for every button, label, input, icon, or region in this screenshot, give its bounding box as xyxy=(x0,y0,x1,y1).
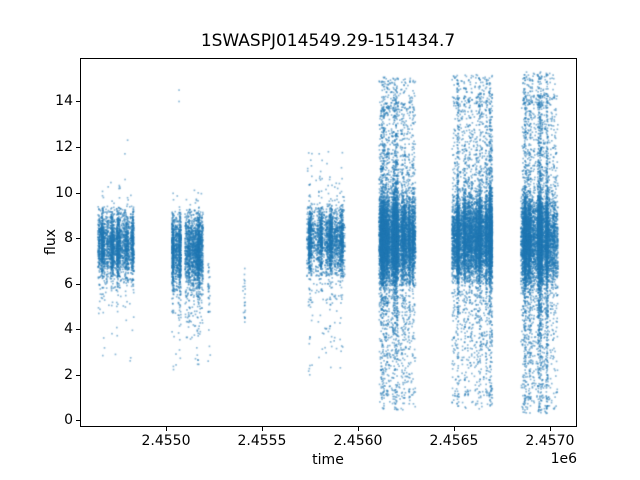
x-tick-label: 2.4560 xyxy=(333,433,383,449)
y-tick-label: 0 xyxy=(64,412,73,429)
y-tick-label: 8 xyxy=(64,230,73,247)
x-tick-label: 2.4570 xyxy=(525,433,575,449)
y-tick-label: 4 xyxy=(64,321,73,338)
y-tick-mark xyxy=(76,147,80,148)
x-tick-mark xyxy=(549,427,551,431)
x-tick-label: 2.4550 xyxy=(141,433,191,449)
y-tick-label: 12 xyxy=(55,139,73,155)
y-tick-label: 6 xyxy=(64,275,73,292)
y-tick-mark xyxy=(76,374,80,376)
x-tick-label: 2.4555 xyxy=(237,433,287,449)
y-axis-label: flux xyxy=(43,229,59,255)
x-tick-label: 2.4565 xyxy=(429,433,479,449)
y-tick-mark xyxy=(76,329,80,331)
y-tick-mark xyxy=(76,420,80,422)
scatter-plot-area xyxy=(80,58,577,427)
y-tick-label: 2 xyxy=(64,366,73,383)
y-tick-label: 10 xyxy=(55,184,73,201)
x-tick-mark xyxy=(261,427,263,431)
y-tick-mark xyxy=(76,192,80,194)
y-tick-mark xyxy=(76,283,80,285)
x-axis-offset-label: 1e6 xyxy=(550,451,577,467)
x-axis-label: time xyxy=(312,452,344,468)
x-tick-mark xyxy=(357,427,359,431)
y-tick-label: 14 xyxy=(55,93,73,110)
y-tick-mark xyxy=(76,238,80,240)
x-tick-mark xyxy=(166,427,167,431)
y-tick-mark xyxy=(76,101,80,103)
x-tick-mark xyxy=(453,427,455,431)
chart-title: 1SWASPJ014549.29-151434.7 xyxy=(200,31,456,51)
